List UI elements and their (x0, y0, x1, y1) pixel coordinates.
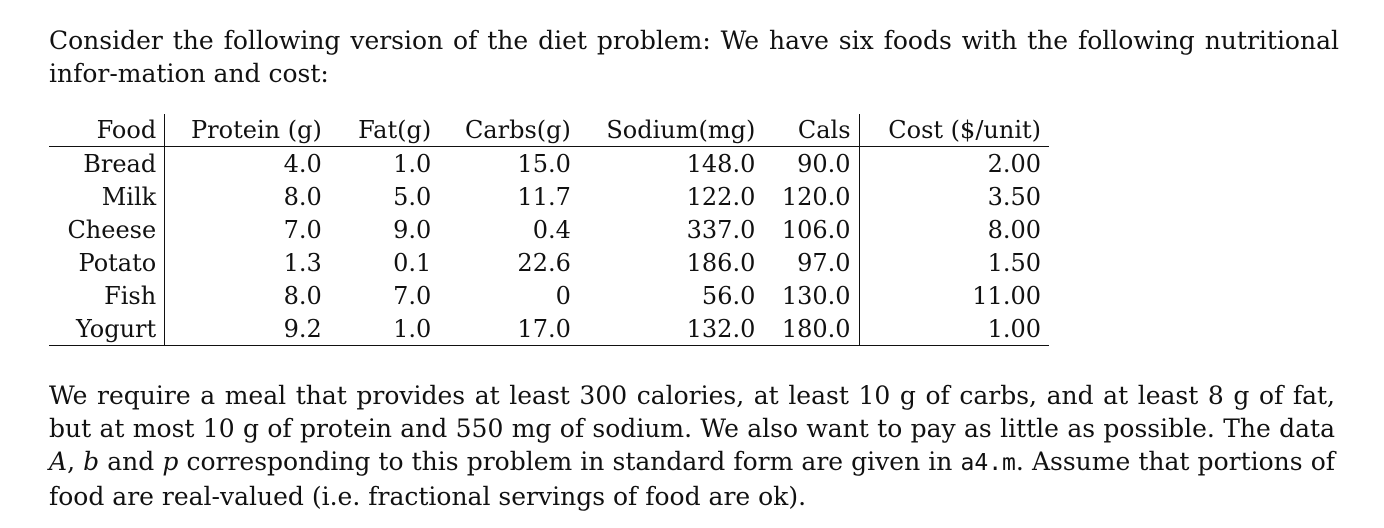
food-name-cell: Cheese (49, 213, 166, 246)
sodium-cell: 186.0 (686, 248, 756, 277)
protein-cell: 7.0 (283, 215, 322, 244)
sodium-cell: 132.0 (578, 312, 764, 346)
cals-cell: 97.0 (763, 246, 860, 279)
food-name-cell: Milk (49, 180, 166, 213)
fat-cell: 1.0 (329, 312, 440, 346)
food-name-cell: Potato (49, 246, 166, 279)
protein-cell: 8.0 (283, 281, 322, 310)
requirements-text-2: corresponding to this problem in standar… (178, 447, 961, 476)
cals-cell: 106.0 (763, 213, 860, 246)
header-sodium: Sodium(mg) (578, 114, 764, 147)
header-carbs: Carbs(g) (439, 114, 579, 147)
header-fat: Fat(g) (329, 114, 440, 147)
cost-cell: 1.50 (987, 248, 1041, 277)
cals-cell: 90.0 (763, 146, 860, 180)
carbs-cell: 17.0 (439, 312, 579, 346)
cost-cell: 11.00 (972, 281, 1041, 310)
table-row: Potato 1.3 0.1 22.6 186.0 97.0 1.50 (49, 246, 1049, 279)
cals-cell: 120.0 (763, 180, 860, 213)
variable-b: b (83, 447, 100, 476)
fat-cell: 1.0 (393, 149, 432, 178)
fat-cell: 0.1 (393, 248, 432, 277)
carbs-cell: 22.6 (517, 248, 571, 277)
food-name-cell: Yogurt (49, 312, 166, 346)
protein-cell: 8.0 (283, 182, 322, 211)
cost-cell: 2.00 (987, 149, 1041, 178)
file-name: a4.m (960, 450, 1016, 476)
protein-cell: 9.2 (164, 312, 330, 346)
cost-cell: 1.00 (859, 312, 1049, 346)
table-row: Bread 4.0 1.0 15.0 148.0 90.0 2.00 (49, 146, 1049, 180)
food-name-cell: Fish (49, 279, 166, 312)
fat-cell: 9.0 (393, 215, 432, 244)
protein-cell: 1.3 (283, 248, 322, 277)
sodium-cell: 148.0 (686, 149, 756, 178)
nutrition-table: Food Protein (g) Fat(g) Carbs(g) Sodium(… (49, 114, 1049, 346)
carbs-cell: 15.0 (517, 149, 571, 178)
header-cals: Cals (763, 114, 860, 147)
separator-1: , (67, 447, 84, 476)
cost-cell: 3.50 (987, 182, 1041, 211)
header-cost: Cost ($/unit) (859, 114, 1049, 147)
table-header-row: Food Protein (g) Fat(g) Carbs(g) Sodium(… (49, 114, 1049, 147)
fat-cell: 7.0 (393, 281, 432, 310)
variable-a: A (49, 447, 68, 476)
sodium-cell: 337.0 (686, 215, 756, 244)
table-row: Cheese 7.0 9.0 0.4 337.0 106.0 8.00 (49, 213, 1049, 246)
separator-2: and (99, 447, 163, 476)
cals-cell: 180.0 (763, 312, 860, 346)
table-row: Fish 8.0 7.0 0 56.0 130.0 11.00 (49, 279, 1049, 312)
cost-cell: 8.00 (987, 215, 1041, 244)
food-name-cell: Bread (49, 146, 166, 180)
header-food: Food (49, 114, 166, 147)
variable-p: p (162, 447, 179, 476)
sodium-cell: 56.0 (701, 281, 756, 310)
carbs-cell: 11.7 (517, 182, 571, 211)
requirements-text-1: We require a meal that provides at least… (49, 381, 1335, 443)
requirements-text-3: . Assume that portions of food are real-… (49, 447, 1335, 511)
header-protein: Protein (g) (164, 114, 330, 147)
fat-cell: 5.0 (393, 182, 432, 211)
sodium-cell: 122.0 (686, 182, 756, 211)
intro-paragraph: Consider the following version of the di… (49, 24, 1339, 90)
carbs-cell: 0.4 (532, 215, 571, 244)
table-row: Yogurt 9.2 1.0 17.0 132.0 180.0 1.00 (49, 312, 1049, 346)
cals-cell: 130.0 (763, 279, 860, 312)
requirements-paragraph: We require a meal that provides at least… (49, 379, 1335, 513)
table-row: Milk 8.0 5.0 11.7 122.0 120.0 3.50 (49, 180, 1049, 213)
carbs-cell: 0 (555, 281, 571, 310)
protein-cell: 4.0 (283, 149, 322, 178)
intro-text: Consider the following version of the di… (49, 26, 1339, 88)
